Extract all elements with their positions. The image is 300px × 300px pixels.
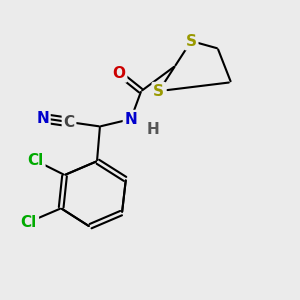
Text: N: N (124, 112, 137, 127)
Text: C: C (64, 115, 75, 130)
Text: N: N (36, 111, 49, 126)
Text: Cl: Cl (21, 214, 37, 230)
Text: H: H (147, 122, 159, 137)
Text: Cl: Cl (27, 153, 43, 168)
Text: S: S (186, 34, 197, 49)
Text: S: S (153, 84, 164, 99)
Text: O: O (112, 66, 126, 81)
